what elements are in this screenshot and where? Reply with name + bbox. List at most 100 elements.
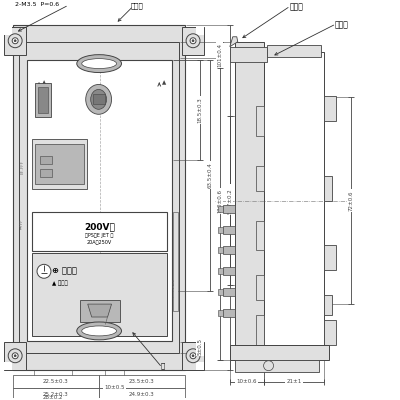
Bar xyxy=(13,388,99,400)
Text: 取付枠: 取付枠 xyxy=(130,2,143,8)
Text: ⊕ アース: ⊕ アース xyxy=(52,267,77,276)
Bar xyxy=(256,275,264,300)
Text: ←FFF: ←FFF xyxy=(20,218,24,229)
Text: EF..FFF: EF..FFF xyxy=(21,160,25,174)
Circle shape xyxy=(8,34,22,48)
Bar xyxy=(4,27,12,35)
Bar xyxy=(223,226,235,234)
Text: 101±0.4: 101±0.4 xyxy=(217,43,222,67)
Bar xyxy=(324,176,332,201)
Bar xyxy=(182,342,204,370)
Bar xyxy=(256,166,264,191)
Bar xyxy=(218,226,223,232)
Bar xyxy=(256,221,264,250)
Text: ▲ あける: ▲ あける xyxy=(52,280,68,286)
Circle shape xyxy=(190,353,196,359)
Bar xyxy=(264,52,324,345)
Bar xyxy=(256,106,264,136)
Bar xyxy=(32,212,167,252)
Bar xyxy=(93,94,105,104)
Bar xyxy=(40,156,52,164)
Text: ＜PS＞E JET Ｗ: ＜PS＞E JET Ｗ xyxy=(86,233,114,238)
Bar xyxy=(218,310,223,316)
Text: 10±0.5: 10±0.5 xyxy=(104,385,125,390)
Bar xyxy=(182,27,204,55)
Bar xyxy=(235,42,264,360)
Circle shape xyxy=(12,38,18,44)
Bar xyxy=(4,342,26,370)
Ellipse shape xyxy=(86,84,112,114)
Text: 24.9±0.3: 24.9±0.3 xyxy=(129,392,155,396)
Text: 22.5±0.3: 22.5±0.3 xyxy=(43,379,69,384)
Bar xyxy=(40,169,52,177)
Bar xyxy=(223,267,235,275)
Text: ボディ: ボディ xyxy=(334,20,348,29)
Text: ▲: ▲ xyxy=(162,80,166,86)
Text: 扈: 扈 xyxy=(160,362,164,369)
Text: 18.5±0.3: 18.5±0.3 xyxy=(198,97,202,123)
Bar xyxy=(235,360,319,372)
Bar xyxy=(32,254,167,336)
Text: 10±0.6: 10±0.6 xyxy=(236,379,257,384)
Bar xyxy=(230,345,329,360)
Bar xyxy=(324,320,336,345)
Text: 20A・250V: 20A・250V xyxy=(87,240,112,245)
Ellipse shape xyxy=(82,326,116,336)
Bar xyxy=(99,388,185,400)
Text: 25.2±0.3: 25.2±0.3 xyxy=(43,392,69,396)
Bar xyxy=(324,96,336,121)
Text: 21±1: 21±1 xyxy=(286,379,302,384)
Bar xyxy=(4,27,26,55)
Circle shape xyxy=(192,40,194,42)
Bar xyxy=(4,362,12,370)
Bar xyxy=(13,25,185,370)
Bar xyxy=(218,289,223,295)
Bar xyxy=(218,248,223,254)
Text: 110±0.6: 110±0.6 xyxy=(227,185,232,209)
Bar xyxy=(196,362,204,370)
Bar xyxy=(324,295,332,315)
Bar xyxy=(99,375,185,388)
Bar xyxy=(324,246,336,270)
Bar xyxy=(80,300,120,322)
Circle shape xyxy=(37,264,51,278)
Circle shape xyxy=(12,353,18,359)
Bar xyxy=(19,42,179,353)
Bar xyxy=(223,309,235,317)
Bar xyxy=(173,212,178,311)
Bar xyxy=(13,375,99,388)
Circle shape xyxy=(14,40,16,42)
Ellipse shape xyxy=(77,322,122,340)
Bar xyxy=(266,45,321,57)
Bar xyxy=(38,88,48,113)
Bar xyxy=(223,205,235,213)
Bar xyxy=(35,144,84,184)
Bar xyxy=(32,139,87,189)
Text: 2-M3.5  P=0.6: 2-M3.5 P=0.6 xyxy=(15,2,59,7)
Polygon shape xyxy=(88,304,112,317)
Circle shape xyxy=(8,349,22,363)
Bar xyxy=(218,268,223,274)
Circle shape xyxy=(192,355,194,357)
Text: 110±0.6: 110±0.6 xyxy=(217,189,222,213)
Text: 23.5±0.3: 23.5±0.3 xyxy=(129,379,155,384)
Text: ▲: ▲ xyxy=(42,80,46,86)
Text: /: / xyxy=(105,317,108,326)
Ellipse shape xyxy=(77,55,122,72)
Circle shape xyxy=(190,38,196,44)
Bar xyxy=(27,60,172,341)
Circle shape xyxy=(186,349,200,363)
Bar xyxy=(223,246,235,254)
Bar xyxy=(35,84,51,117)
Circle shape xyxy=(186,34,200,48)
Ellipse shape xyxy=(82,59,116,68)
Polygon shape xyxy=(230,37,238,47)
Text: 200V用: 200V用 xyxy=(84,222,115,231)
Text: OFF: OFF xyxy=(173,278,178,288)
Bar xyxy=(196,27,204,35)
Text: 58.7±0.2: 58.7±0.2 xyxy=(227,188,232,214)
Bar xyxy=(218,206,223,212)
Circle shape xyxy=(264,361,274,371)
Circle shape xyxy=(14,355,16,357)
Text: 5±0.5: 5±0.5 xyxy=(198,338,202,355)
